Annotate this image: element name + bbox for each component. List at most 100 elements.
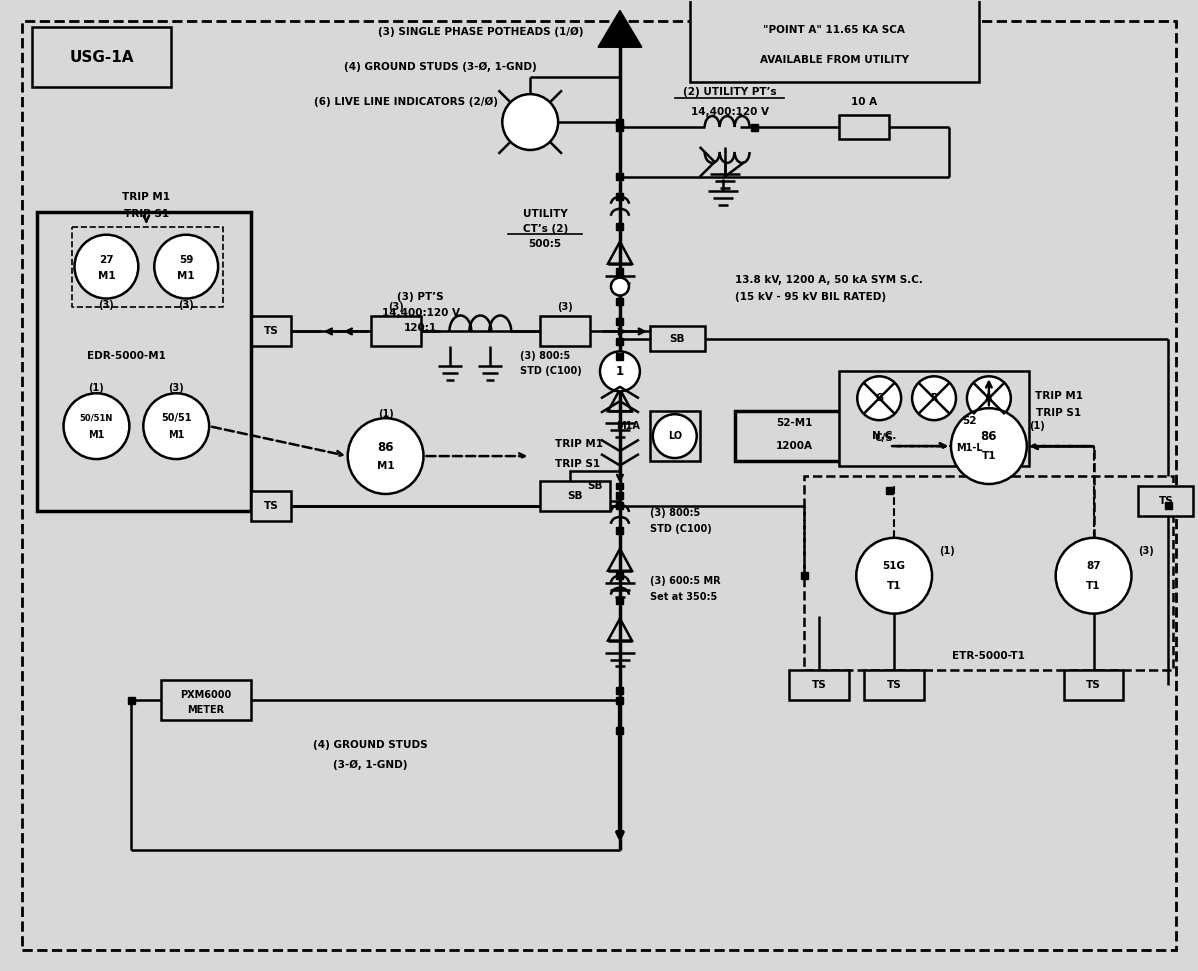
Circle shape [502,94,558,150]
Text: (3): (3) [169,384,184,393]
Text: (3) 600:5 MR: (3) 600:5 MR [649,576,720,586]
Bar [252,317,291,347]
Bar [617,352,623,360]
Bar [1164,502,1172,510]
Text: (3) PT’S: (3) PT’S [398,291,443,302]
Text: CT’s (2): CT’s (2) [522,223,568,234]
Text: STD (C100): STD (C100) [520,366,582,377]
Text: 1200A: 1200A [776,441,813,452]
Text: UTILITY: UTILITY [522,209,568,218]
Text: TRIP M1: TRIP M1 [122,192,170,202]
Circle shape [155,235,218,298]
Text: (3): (3) [179,299,194,310]
Circle shape [74,235,138,298]
Text: 10 A: 10 A [851,97,877,107]
Text: 52: 52 [962,417,976,426]
Bar [751,123,758,130]
Text: Set at 350:5: Set at 350:5 [649,591,718,602]
Bar [617,268,623,275]
Text: AVAILABLE FROM UTILITY: AVAILABLE FROM UTILITY [760,55,909,65]
Text: (3): (3) [1138,546,1154,555]
Text: (4) GROUND STUDS (3-Ø, 1-GND): (4) GROUND STUDS (3-Ø, 1-GND) [344,62,537,72]
Text: (15 kV - 95 kV BIL RATED): (15 kV - 95 kV BIL RATED) [734,291,885,302]
Bar [370,317,420,347]
Text: M1-L: M1-L [956,443,982,453]
Text: (3) 800:5: (3) 800:5 [520,352,570,361]
Text: STD (C100): STD (C100) [649,524,712,534]
Polygon shape [598,11,642,48]
Bar [617,597,623,604]
Text: M1: M1 [97,271,115,281]
Bar [617,686,623,694]
Circle shape [611,278,629,295]
Bar [801,572,807,580]
Bar [31,27,171,87]
Bar [864,670,924,700]
Text: METER: METER [188,705,225,716]
Text: (2) UTILITY PT’s: (2) UTILITY PT’s [683,87,776,97]
Bar [1138,486,1193,516]
Bar [617,298,623,305]
Text: (1): (1) [1029,421,1045,431]
Text: 120:1: 120:1 [404,323,437,333]
Bar [885,487,893,494]
Text: 27: 27 [99,254,114,265]
Text: LO: LO [667,431,682,441]
Text: TRIP M1: TRIP M1 [555,439,603,450]
Bar [690,0,979,83]
Text: 86: 86 [377,441,394,453]
Text: A: A [985,393,993,403]
Text: (3-Ø, 1-GND): (3-Ø, 1-GND) [333,760,407,770]
Text: (3): (3) [557,302,573,312]
Text: TS: TS [812,681,827,690]
Text: 14,400:120 V: 14,400:120 V [381,309,460,318]
Text: USG-1A: USG-1A [69,50,134,65]
Text: TRIP M1: TRIP M1 [1035,391,1083,401]
Text: 13.8 kV, 1200 A, 50 kA SYM S.C.: 13.8 kV, 1200 A, 50 kA SYM S.C. [734,275,922,285]
Text: T1: T1 [981,452,996,461]
Circle shape [63,393,129,459]
Text: 500:5: 500:5 [528,239,562,249]
Bar [617,223,623,230]
Text: N.C.: N.C. [872,431,896,441]
Bar [617,572,623,580]
Circle shape [967,377,1011,420]
Bar [804,476,1173,670]
Text: TS: TS [1087,681,1101,690]
Text: PXM6000: PXM6000 [181,690,231,700]
Text: TS: TS [264,326,278,336]
Text: ETR-5000-T1: ETR-5000-T1 [952,651,1025,660]
Bar [789,670,849,700]
Text: TRIP S1: TRIP S1 [123,209,169,218]
Text: C/S: C/S [875,433,893,443]
Bar [617,527,623,534]
Bar [617,483,623,489]
Bar [617,123,623,130]
Bar [649,326,704,352]
Text: SB: SB [670,334,685,344]
Text: EDR-5000-M1: EDR-5000-M1 [87,352,165,361]
Circle shape [912,377,956,420]
Bar [617,492,623,499]
Bar [617,502,623,510]
Bar [252,491,291,520]
Text: M1A: M1A [616,421,640,431]
Text: (4) GROUND STUDS: (4) GROUND STUDS [314,740,428,751]
Text: R: R [931,393,938,403]
Text: M1: M1 [177,271,195,281]
Text: T1: T1 [887,581,901,590]
Bar [617,338,623,345]
Bar [540,317,591,347]
Text: (3): (3) [98,299,114,310]
Circle shape [951,408,1027,484]
Text: TS: TS [264,501,278,511]
Bar [840,115,889,139]
Circle shape [600,352,640,391]
Text: 50/51N: 50/51N [80,414,113,422]
Bar [617,174,623,181]
Bar [162,681,252,720]
Text: 59: 59 [179,254,193,265]
Text: (3): (3) [388,302,404,312]
Bar [617,193,623,200]
Text: (1): (1) [89,384,104,393]
